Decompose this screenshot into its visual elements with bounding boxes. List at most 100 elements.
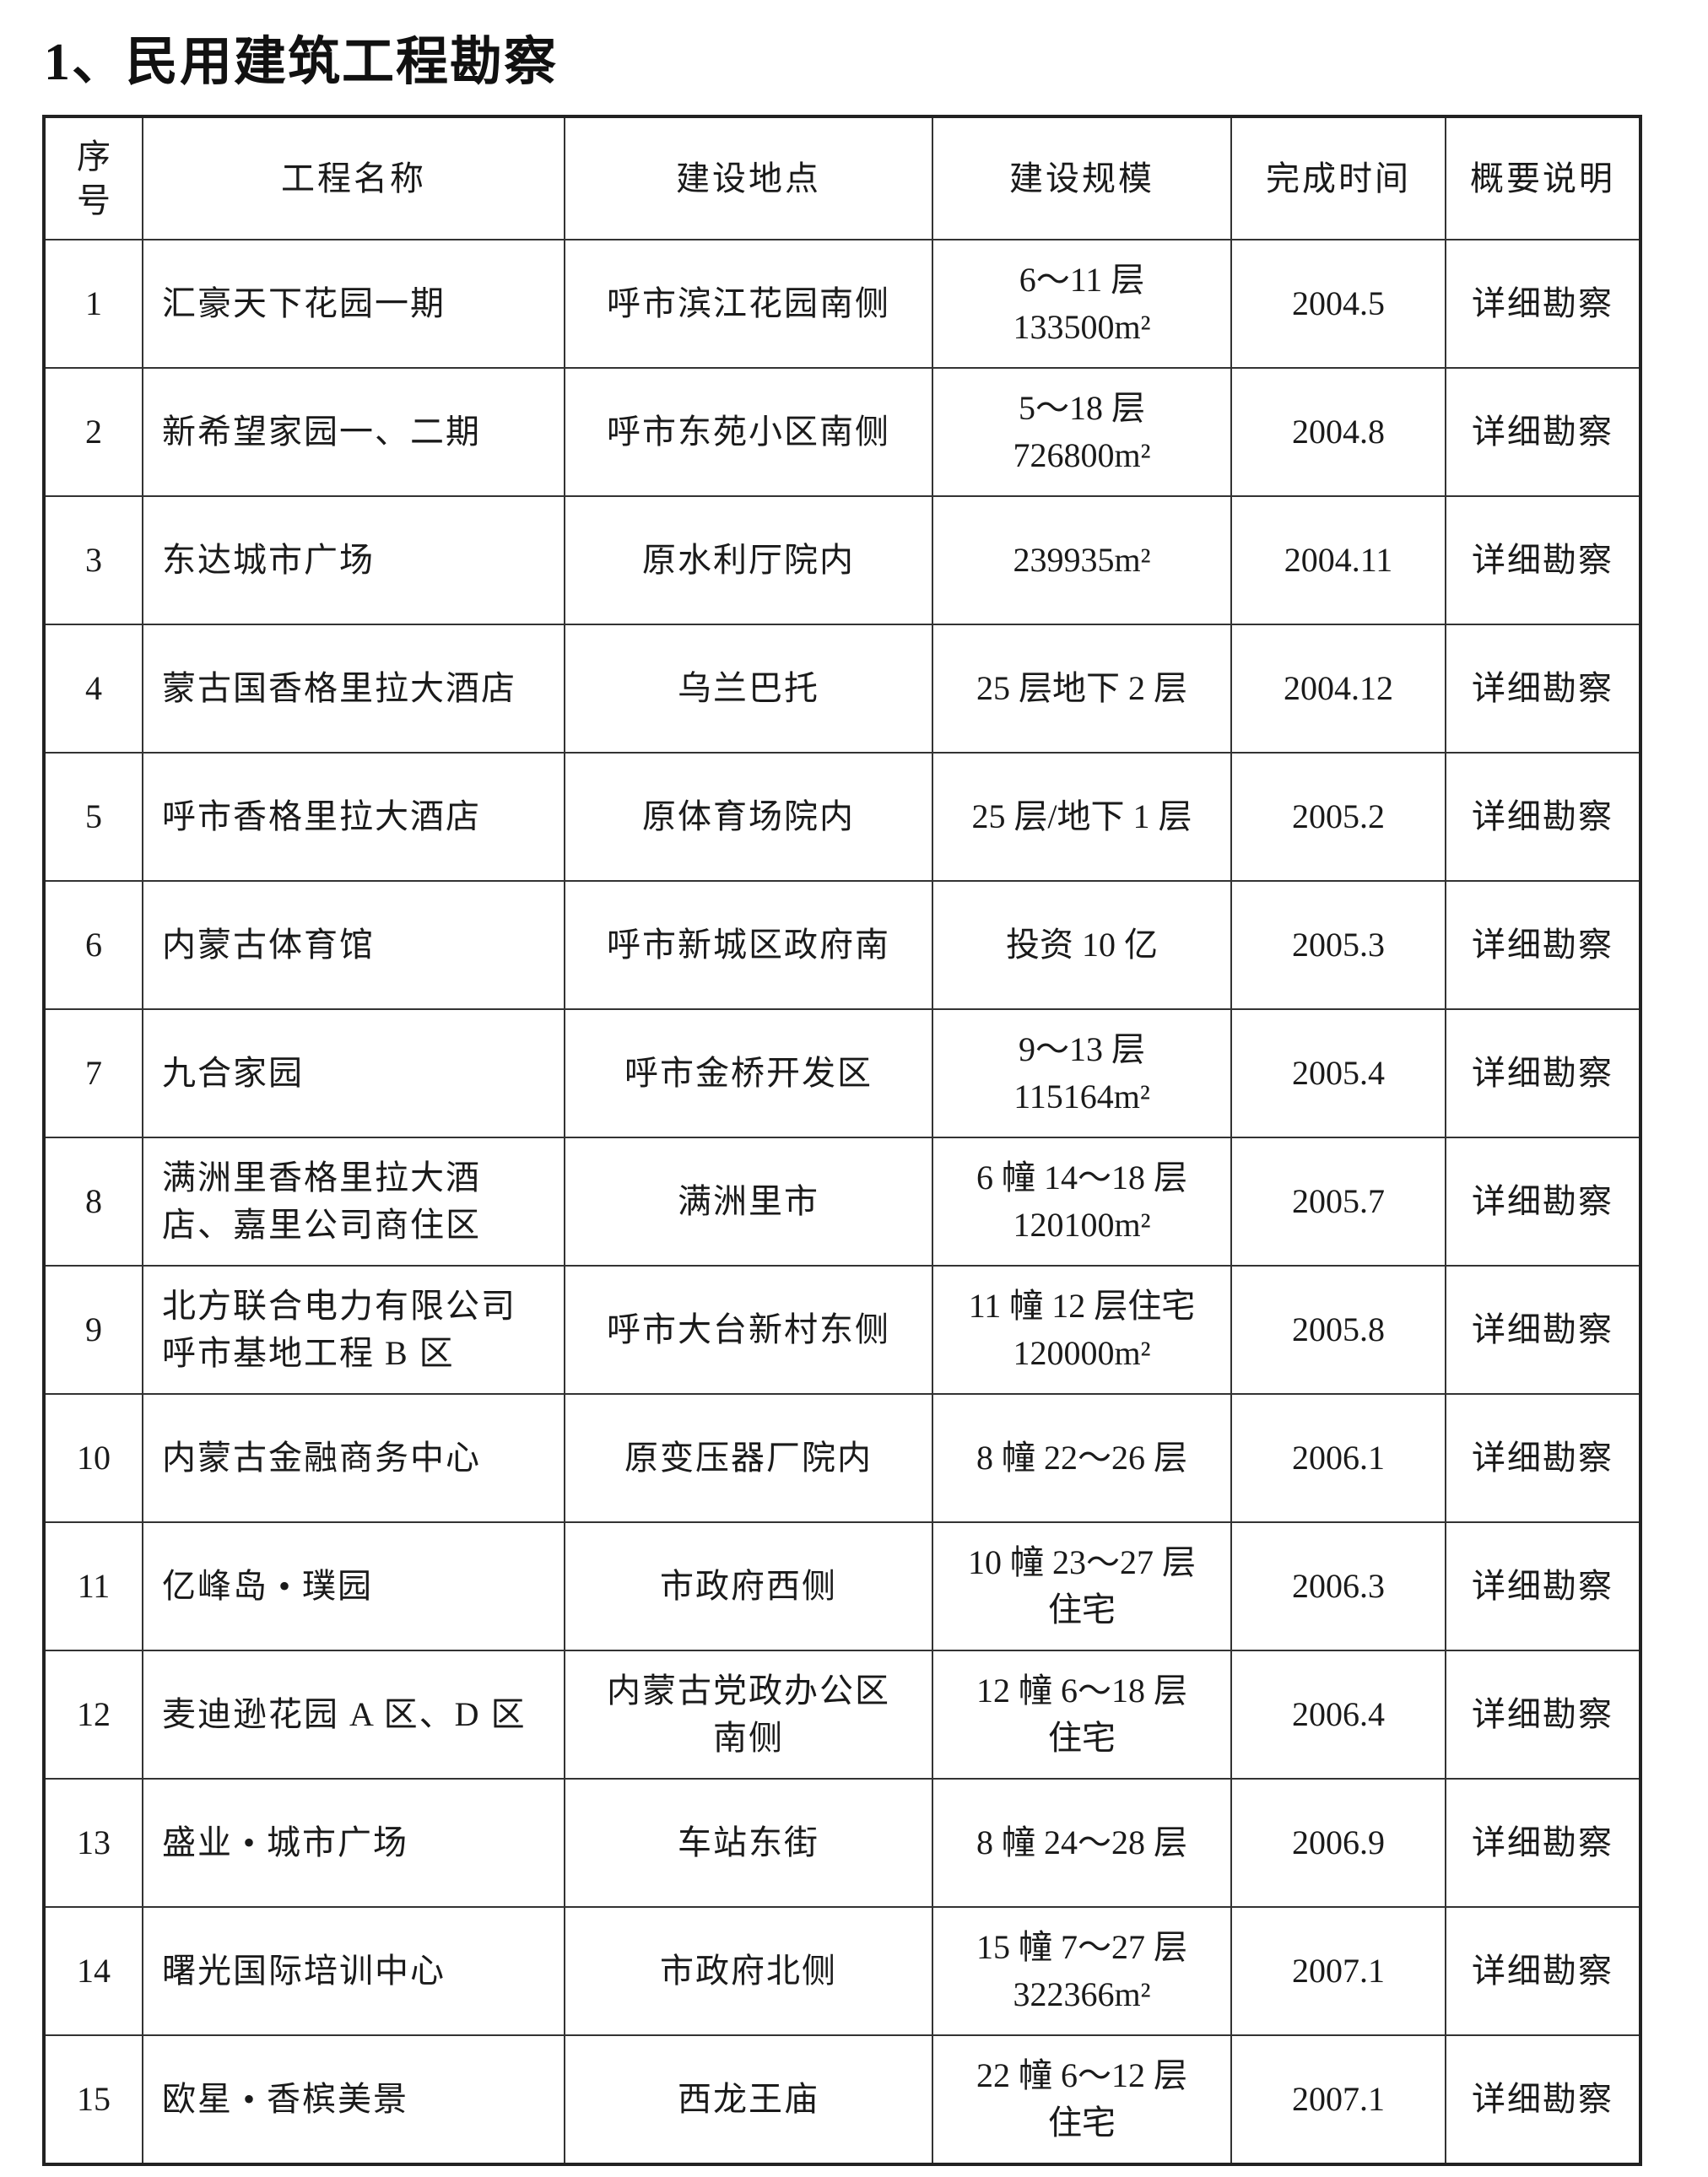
scale-line: 6～11 层 — [1019, 261, 1145, 299]
project-table: 序号 工程名称 建设地点 建设规模 完成时间 概要说明 1 汇豪天下花园一期 呼市滨… — [42, 115, 1642, 2166]
cell-scale: 6～11 层 133500m² — [932, 239, 1232, 369]
header-location: 建设地点 — [564, 116, 933, 240]
scale-line: 115164m² — [1013, 1078, 1150, 1116]
scale-line: 120000m² — [1013, 1334, 1151, 1372]
cell-location: 原变压器厂院内 — [564, 1393, 933, 1523]
cell-date: 2006.9 — [1230, 1778, 1446, 1908]
name-line: 麦迪逊花园 A 区、D 区 — [162, 1695, 527, 1733]
header-seq: 序号 — [43, 116, 143, 240]
scale-line: 120100m² — [1013, 1206, 1151, 1244]
table-row: 13 盛业 • 城市广场 车站东街 8 幢 24～28 层 2006.9 详细勘察 — [43, 1778, 1641, 1908]
scale-line: 726800m² — [1013, 436, 1151, 474]
cell-date: 2005.4 — [1230, 1008, 1446, 1138]
cell-date: 2007.1 — [1230, 1906, 1446, 2036]
cell-note: 详细勘察 — [1445, 239, 1641, 369]
name-line: 北方联合电力有限公司 — [162, 1287, 516, 1325]
cell-note: 详细勘察 — [1445, 1650, 1641, 1780]
cell-date: 2007.1 — [1230, 2034, 1446, 2165]
header-note: 概要说明 — [1445, 116, 1641, 240]
cell-location: 原体育场院内 — [564, 752, 933, 882]
scale-line: 8 幢 24～28 层 — [976, 1823, 1187, 1861]
cell-note: 详细勘察 — [1445, 495, 1641, 625]
scale-line: 住宅 — [1048, 1719, 1116, 1757]
scale-line: 22 幢 6～12 层 — [976, 2056, 1187, 2094]
name-line: 店、嘉里公司商住区 — [162, 1206, 481, 1244]
cell-name: 曙光国际培训中心 — [142, 1906, 565, 2036]
cell-seq: 4 — [43, 624, 143, 754]
table-row: 6 内蒙古体育馆 呼市新城区政府南 投资 10 亿 2005.3 详细勘察 — [43, 880, 1641, 1010]
cell-name: 盛业 • 城市广场 — [142, 1778, 565, 1908]
cell-location: 内蒙古党政办公区 南侧 — [564, 1650, 933, 1780]
scale-line: 239935m² — [1013, 541, 1151, 579]
cell-date: 2006.4 — [1230, 1650, 1446, 1780]
cell-name: 亿峰岛 • 璞园 — [142, 1521, 565, 1651]
cell-scale: 10 幢 23～27 层住宅 — [932, 1521, 1232, 1651]
cell-name: 新希望家园一、二期 — [142, 367, 565, 497]
cell-seq: 10 — [43, 1393, 143, 1523]
name-line: 盛业 • 城市广场 — [162, 1823, 409, 1861]
table-row: 8 满洲里香格里拉大酒 店、嘉里公司商住区 满洲里市 6 幢 14～18 层 120100… — [43, 1137, 1641, 1267]
location-line: 呼市大台新村东侧 — [607, 1310, 890, 1348]
cell-name: 东达城市广场 — [142, 495, 565, 625]
name-line: 亿峰岛 • 璞园 — [162, 1567, 374, 1605]
name-line: 欧星 • 香槟美景 — [162, 2080, 409, 2118]
name-line: 呼市香格里拉大酒店 — [162, 797, 481, 835]
location-line: 满洲里市 — [678, 1182, 819, 1220]
cell-name: 九合家园 — [142, 1008, 565, 1138]
location-line: 市政府北侧 — [660, 1952, 837, 1990]
cell-name: 麦迪逊花园 A 区、D 区 — [142, 1650, 565, 1780]
location-line: 内蒙古党政办公区 — [607, 1672, 890, 1710]
name-line: 汇豪天下花园一期 — [162, 284, 446, 322]
cell-note: 详细勘察 — [1445, 1778, 1641, 1908]
cell-date: 2004.5 — [1230, 239, 1446, 369]
location-line: 呼市金桥开发区 — [624, 1054, 873, 1092]
scale-line: 8 幢 22～26 层 — [976, 1439, 1187, 1477]
table-row: 15 欧星 • 香槟美景 西龙王庙 22 幢 6～12 层住宅 2007.1 详细勘察 — [43, 2034, 1641, 2165]
location-line: 原水利厅院内 — [642, 541, 855, 579]
cell-seq: 15 — [43, 2034, 143, 2165]
scale-line: 10 幢 23～27 层 — [968, 1543, 1196, 1581]
table-row: 11 亿峰岛 • 璞园 市政府西侧 10 幢 23～27 层住宅 2006.3 详细勘察 — [43, 1521, 1641, 1651]
cell-seq: 12 — [43, 1650, 143, 1780]
scale-line: 住宅 — [1048, 1591, 1116, 1629]
cell-name: 内蒙古金融商务中心 — [142, 1393, 565, 1523]
cell-note: 详细勘察 — [1445, 1393, 1641, 1523]
cell-name: 蒙古国香格里拉大酒店 — [142, 624, 565, 754]
cell-location: 乌兰巴托 — [564, 624, 933, 754]
cell-date: 2005.7 — [1230, 1137, 1446, 1267]
name-line: 东达城市广场 — [162, 541, 375, 579]
cell-date: 2004.8 — [1230, 367, 1446, 497]
cell-location: 市政府西侧 — [564, 1521, 933, 1651]
location-line: 南侧 — [713, 1719, 784, 1757]
table-row: 3 东达城市广场 原水利厅院内 239935m² 2004.11 详细勘察 — [43, 495, 1641, 625]
location-line: 呼市滨江花园南侧 — [607, 284, 890, 322]
cell-name: 北方联合电力有限公司 呼市基地工程 B 区 — [142, 1265, 565, 1395]
scale-line: 5～18 层 — [1019, 389, 1145, 427]
cell-seq: 11 — [43, 1521, 143, 1651]
scale-line: 133500m² — [1013, 308, 1151, 346]
cell-location: 呼市金桥开发区 — [564, 1008, 933, 1138]
table-row: 5 呼市香格里拉大酒店 原体育场院内 25 层/地下 1 层 2005.2 详细勘察 — [43, 752, 1641, 882]
table-row: 12 麦迪逊花园 A 区、D 区内蒙古党政办公区 南侧 12 幢 6～18 层住宅 20… — [43, 1650, 1641, 1780]
cell-date: 2005.2 — [1230, 752, 1446, 882]
table-row: 7 九合家园 呼市金桥开发区 9～13 层 115164m² 2005.4 详细勘察 — [43, 1008, 1641, 1138]
scale-line: 25 层/地下 1 层 — [971, 797, 1192, 835]
cell-scale: 15 幢 7～27 层 322366m² — [932, 1906, 1232, 2036]
scale-line: 322366m² — [1013, 1975, 1151, 2013]
cell-scale: 8 幢 22～26 层 — [932, 1393, 1232, 1523]
cell-name: 欧星 • 香槟美景 — [142, 2034, 565, 2165]
cell-name: 呼市香格里拉大酒店 — [142, 752, 565, 882]
name-line: 内蒙古体育馆 — [162, 926, 375, 964]
cell-name: 内蒙古体育馆 — [142, 880, 565, 1010]
table-row: 4 蒙古国香格里拉大酒店 乌兰巴托 25 层地下 2 层 2004.12 详细勘察 — [43, 624, 1641, 754]
location-line: 原变压器厂院内 — [624, 1439, 873, 1477]
cell-date: 2004.12 — [1230, 624, 1446, 754]
cell-location: 呼市新城区政府南 — [564, 880, 933, 1010]
cell-date: 2006.1 — [1230, 1393, 1446, 1523]
cell-note: 详细勘察 — [1445, 624, 1641, 754]
cell-note: 详细勘察 — [1445, 367, 1641, 497]
cell-seq: 7 — [43, 1008, 143, 1138]
name-line: 内蒙古金融商务中心 — [162, 1439, 481, 1477]
table-row: 14 曙光国际培训中心 市政府北侧 15 幢 7～27 层 322366m² 2007.1… — [43, 1906, 1641, 2036]
cell-seq: 1 — [43, 239, 143, 369]
